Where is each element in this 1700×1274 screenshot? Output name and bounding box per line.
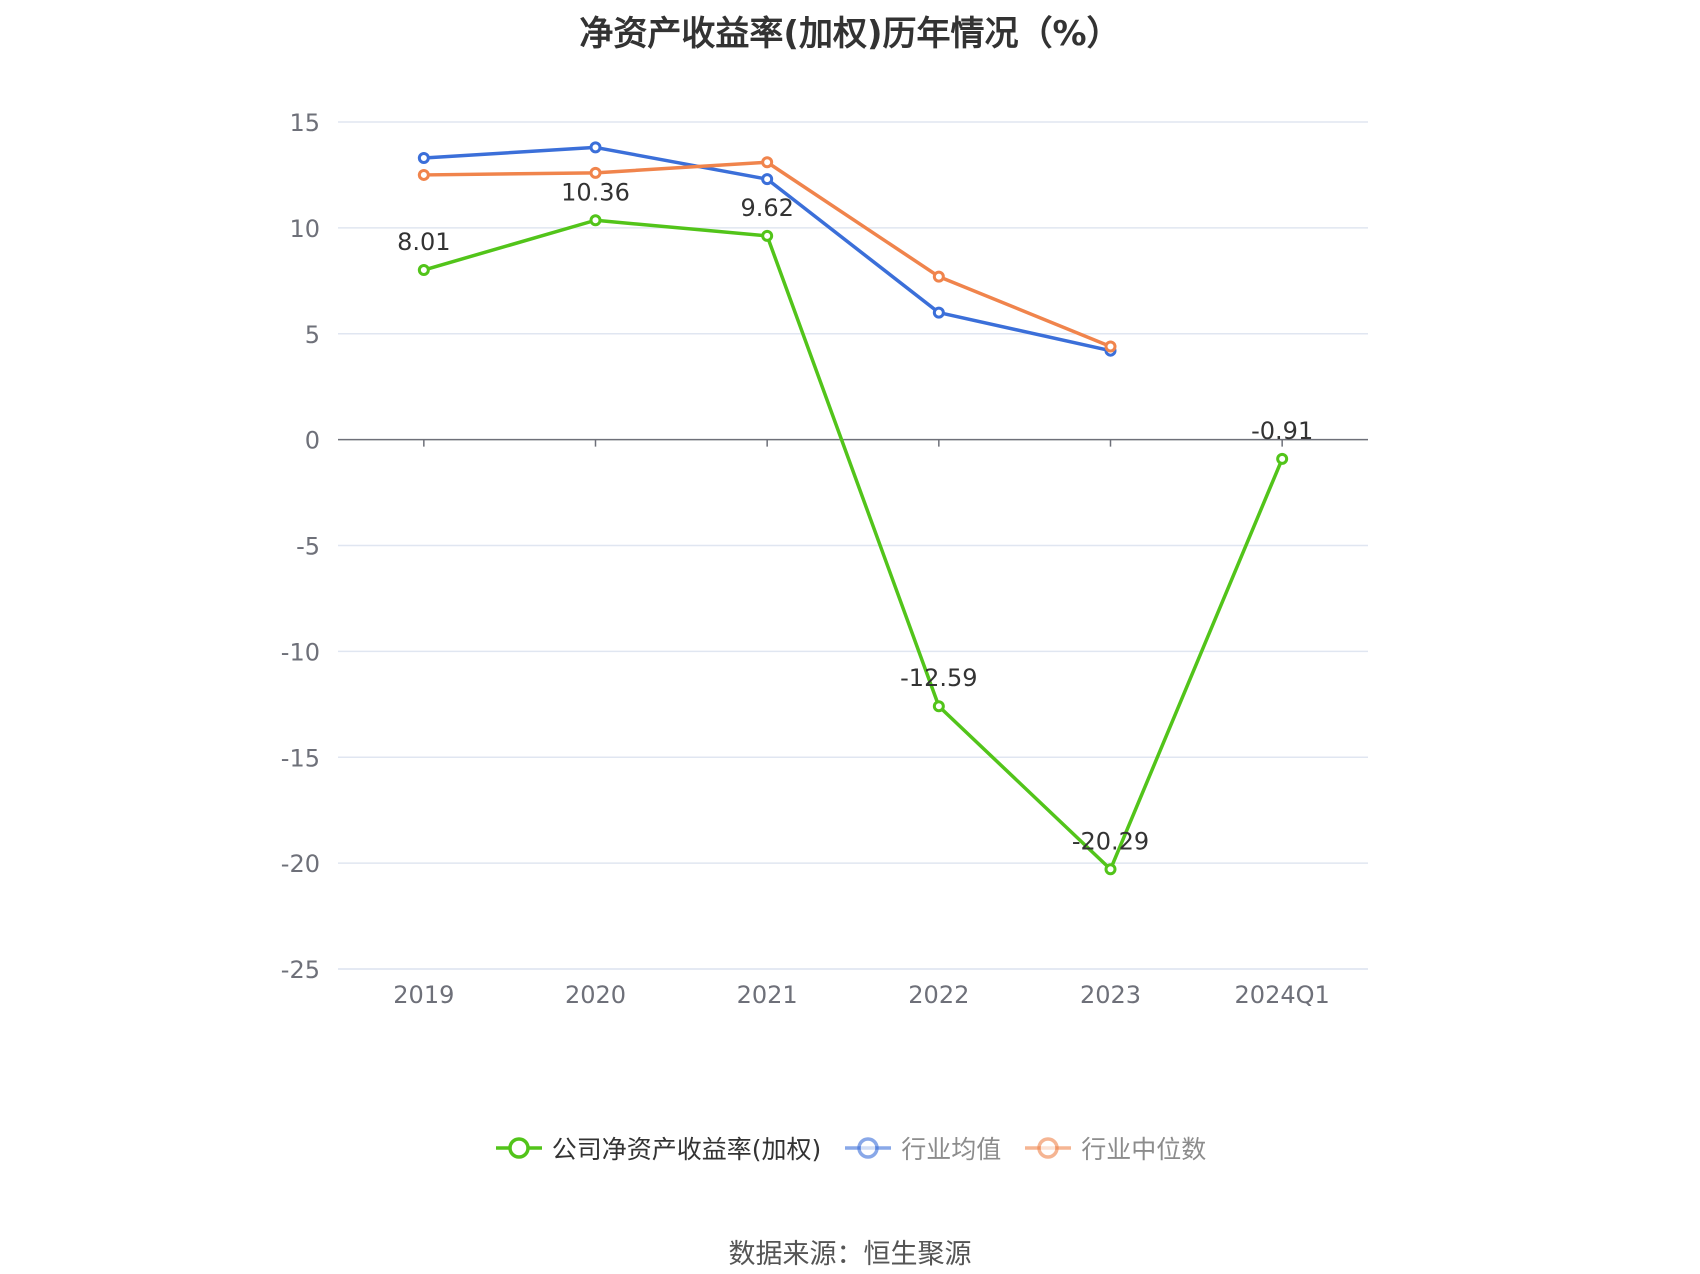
legend-marker-icon xyxy=(845,1137,892,1159)
x-tick-label: 2021 xyxy=(737,981,798,1009)
legend-marker-icon xyxy=(495,1137,542,1159)
legend-label: 公司净资产收益率(加权) xyxy=(551,1135,822,1164)
legend-marker-icon xyxy=(1025,1137,1072,1159)
data-label: -0.91 xyxy=(1251,417,1313,445)
data-point xyxy=(1276,452,1289,465)
data-label: 8.01 xyxy=(397,228,450,256)
data-point xyxy=(589,141,602,154)
x-tick-label: 2024Q1 xyxy=(1235,981,1330,1009)
data-label: 10.36 xyxy=(561,178,630,206)
axes: 15 10 5 0 -5 -10 -15 -20 -25 2019 2020 2021 2022 2023… xyxy=(281,109,1368,1009)
data-point xyxy=(1104,863,1117,876)
chart-title: 净资产收益率(加权)历年情况（%） xyxy=(579,14,1121,54)
y-tick-label: 10 xyxy=(289,215,320,243)
series-line-2 xyxy=(423,160,1112,349)
data-point xyxy=(417,168,430,181)
data-label: -20.29 xyxy=(1072,827,1149,855)
y-tick-label: -15 xyxy=(281,744,320,772)
data-point xyxy=(932,270,945,283)
data-label: -12.59 xyxy=(900,664,977,692)
data-point xyxy=(761,156,774,169)
y-tick-label: -25 xyxy=(281,956,320,984)
data-point xyxy=(1104,340,1117,353)
x-tick-label: 2023 xyxy=(1080,981,1141,1009)
legend-label: 行业中位数 xyxy=(1081,1135,1207,1164)
series-line-0 xyxy=(423,218,1284,872)
series-lines xyxy=(417,141,1289,876)
legend-item-2[interactable]: 行业中位数 xyxy=(1023,1130,1206,1166)
data-point xyxy=(417,264,430,277)
data-point xyxy=(761,229,774,242)
data-point xyxy=(589,166,602,179)
data-label: 9.62 xyxy=(740,194,793,222)
x-tick-label: 2020 xyxy=(565,981,626,1009)
x-tick-label: 2019 xyxy=(393,981,454,1009)
data-point xyxy=(932,700,945,713)
data-source-note: 数据来源：恒生聚源 xyxy=(728,1239,972,1270)
legend-item-1[interactable]: 行业均值 xyxy=(843,1130,1001,1166)
data-labels: 8.01 10.36 9.62 -12.59 -20.29 -0.91 xyxy=(397,178,1313,855)
y-tick-label: 5 xyxy=(305,321,320,349)
data-point xyxy=(589,214,602,227)
data-point xyxy=(932,306,945,319)
legend-item-0[interactable]: 公司净资产收益率(加权) xyxy=(494,1130,822,1166)
y-tick-label: -10 xyxy=(281,638,320,666)
y-tick-label: -20 xyxy=(281,850,320,878)
legend-label: 行业均值 xyxy=(901,1135,1002,1164)
data-point xyxy=(761,173,774,186)
y-tick-label: 0 xyxy=(305,427,320,455)
data-point xyxy=(417,151,430,164)
y-tick-label: -5 xyxy=(296,533,320,561)
y-tick-label: 15 xyxy=(289,109,320,137)
legend: 公司净资产收益率(加权) 行业均值 行业中位数 xyxy=(0,1130,1700,1166)
x-tick-label: 2022 xyxy=(908,981,969,1009)
